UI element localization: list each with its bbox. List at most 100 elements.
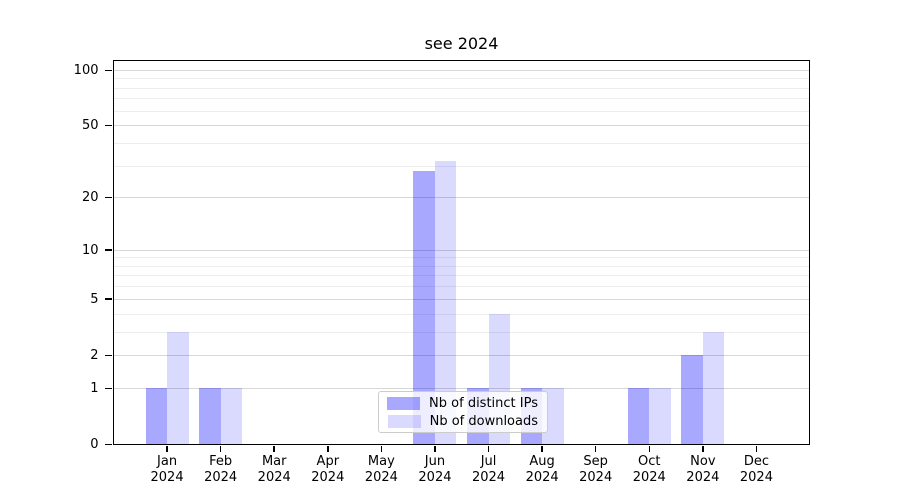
gridline-minor [113, 257, 810, 259]
x-tick-label: Oct 2024 [617, 454, 681, 486]
x-tick-month: Oct [638, 453, 661, 469]
bar-downloads [434, 161, 457, 445]
gridline-minor [113, 331, 810, 333]
x-tick-label: Jan 2024 [135, 454, 199, 486]
gridline-major [113, 387, 810, 389]
x-tick-month: May [367, 453, 395, 469]
bar-downloads [220, 388, 243, 445]
x-tick-mark [702, 446, 704, 452]
y-tick-mark [105, 443, 112, 446]
x-tick-month: Apr [316, 453, 340, 469]
x-tick-label: Apr 2024 [296, 454, 360, 486]
gridline-minor [113, 87, 810, 89]
x-tick-mark [219, 446, 222, 452]
x-tick-mark [273, 446, 275, 452]
x-tick-label: Mar 2024 [242, 454, 306, 486]
x-tick-month: Dec [743, 453, 769, 469]
gridline-minor [113, 165, 810, 167]
x-tick-year: 2024 [311, 469, 345, 485]
x-tick-month: Aug [529, 453, 555, 469]
x-tick-label: Sep 2024 [564, 454, 628, 486]
x-tick-mark [434, 446, 436, 452]
x-tick-year: 2024 [418, 469, 452, 485]
y-tick-label: 5 [90, 291, 99, 307]
gridline-minor [113, 110, 810, 112]
x-tick-year: 2024 [632, 469, 666, 485]
gridline-minor [113, 275, 810, 277]
x-tick-label: Dec 2024 [724, 454, 788, 486]
bar-downloads [649, 388, 671, 445]
y-tick-mark [105, 249, 112, 251]
y-tick-mark [105, 196, 112, 199]
gridline-major [113, 249, 810, 251]
legend-swatch-downloads [387, 414, 421, 428]
legend-item-downloads: Nb of downloads [387, 413, 538, 429]
gridline-major [113, 197, 810, 199]
x-tick-month: Nov [690, 453, 716, 469]
y-tick-label: 2 [90, 347, 99, 363]
bar-distinct-ips [413, 171, 435, 445]
x-tick-mark [755, 446, 758, 452]
x-tick-year: 2024 [525, 469, 559, 485]
gridline-minor [113, 78, 810, 80]
legend-label-downloads: Nb of downloads [429, 413, 538, 429]
y-tick-mark [105, 387, 112, 390]
x-tick-mark [648, 446, 651, 452]
gridline-minor [113, 286, 810, 288]
y-tick-mark [105, 298, 112, 300]
x-tick-month: Jan [157, 453, 178, 469]
gridline-major [113, 69, 810, 71]
chart-title: see 2024 [424, 34, 499, 53]
y-tick-mark [105, 124, 112, 127]
x-tick-mark [327, 446, 329, 452]
bar-distinct-ips [681, 355, 703, 445]
x-tick-label: Jul 2024 [457, 454, 521, 486]
y-tick-mark [105, 69, 112, 72]
bar-downloads [167, 332, 189, 445]
x-tick-mark [541, 446, 543, 452]
x-tick-label: Feb 2024 [189, 454, 253, 486]
bar-distinct-ips [199, 388, 221, 445]
x-tick-mark [487, 446, 490, 452]
y-tick-mark [105, 354, 112, 357]
y-tick-label: 100 [73, 62, 99, 78]
x-tick-year: 2024 [204, 469, 238, 485]
y-tick-label: 0 [90, 437, 99, 452]
x-tick-month: Jul [480, 453, 497, 469]
legend-swatch-distinct-ips [387, 396, 421, 410]
x-tick-label: Nov 2024 [671, 454, 735, 486]
gridline-minor [113, 98, 810, 100]
x-tick-mark [594, 446, 597, 452]
y-tick-label: 50 [81, 118, 99, 134]
gridline-major [113, 298, 810, 300]
x-tick-label: Aug 2024 [510, 454, 574, 486]
legend: Nb of distinct IPs Nb of downloads [378, 391, 548, 433]
y-tick-label: 20 [81, 190, 99, 206]
gridline-minor [113, 265, 810, 267]
bar-downloads [702, 332, 725, 445]
gridline-minor [113, 313, 810, 315]
x-tick-month: Sep [583, 453, 608, 469]
x-tick-year: 2024 [257, 469, 291, 485]
x-tick-year: 2024 [739, 469, 773, 485]
x-tick-year: 2024 [471, 469, 506, 485]
x-tick-label: May 2024 [349, 454, 413, 486]
x-tick-month: Jun [424, 453, 446, 469]
gridline-minor [113, 142, 810, 144]
x-tick-month: Feb [209, 453, 233, 469]
gridline-major [113, 125, 810, 127]
bar-distinct-ips [627, 388, 650, 445]
bar-distinct-ips [145, 388, 168, 445]
y-tick-label: 1 [90, 380, 99, 396]
x-tick-year: 2024 [150, 469, 184, 485]
x-tick-year: 2024 [364, 469, 398, 485]
x-tick-mark [380, 446, 383, 452]
legend-item-distinct-ips: Nb of distinct IPs [387, 396, 538, 411]
x-tick-year: 2024 [579, 469, 613, 485]
gridline-major [113, 354, 810, 356]
x-tick-month: Mar [261, 453, 287, 469]
x-tick-label: Jun 2024 [403, 454, 467, 486]
